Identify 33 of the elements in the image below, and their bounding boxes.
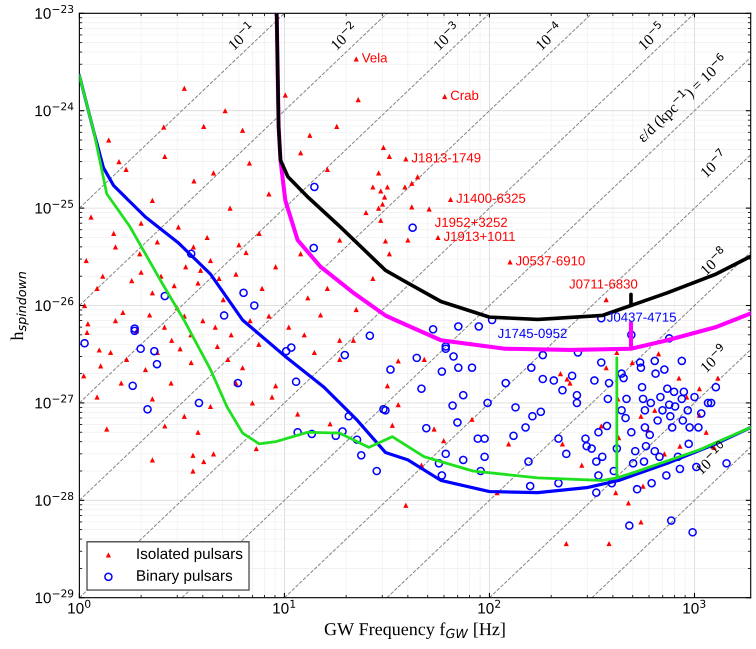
annotation: J0711-6830 (569, 279, 638, 289)
annotation: 10$^{−2}$ (328, 20, 358, 50)
annotation: 10$^{−8}$ (698, 245, 728, 276)
annotation: 10$^{−7}$ (698, 148, 728, 178)
y-tick-label: 10$^{−28}$ (36, 492, 74, 506)
annotation: 10$^{−1}$ (225, 20, 256, 50)
x-axis-title: GW Frequency f$_{GW}$ [Hz] (324, 622, 505, 639)
y-tick-label: 10$^{−24}$ (36, 102, 74, 116)
y-tick-label: 10$^{−26}$ (36, 297, 74, 312)
y-tick-label: 10$^{−23}$ (36, 4, 74, 19)
legend-label: Isolated pulsars (137, 548, 242, 562)
y-tick-label: 10$^{−25}$ (36, 200, 74, 214)
annotation: 10$^{−9}$ (698, 342, 728, 373)
x-tick-label: 10$^{3}$ (683, 600, 706, 614)
annotation: J1400-6325 (456, 194, 526, 203)
annotation: 10$^{−4}$ (532, 20, 564, 50)
annotation: 10$^{−3}$ (430, 20, 461, 50)
x-tick-label: 10$^{1}$ (273, 600, 296, 614)
x-tick-label: 10$^{2}$ (478, 600, 500, 614)
annotation: J1952+3252 (434, 218, 508, 227)
annotation: J1745-0952 (498, 328, 567, 338)
y-tick-label: 10$^{−27}$ (36, 394, 74, 408)
annotation: 10$^{−10}$ (692, 440, 728, 475)
annotation: Vela (362, 52, 388, 62)
y-axis-title: h$_{spindown}$ (10, 272, 29, 340)
annotation: J0537-6910 (516, 256, 585, 266)
annotation: 10$^{−5}$ (635, 20, 666, 50)
annotation: ε/d (kpc$^{−1}$) = 10$^{−6}$ (634, 52, 731, 146)
annotation: J1913+1011 (444, 232, 515, 241)
legend-label: Binary pulsars (137, 570, 232, 584)
annotation: Crab (450, 90, 478, 100)
annotation: J1813-1749 (412, 153, 480, 162)
annotation: J0437-4715 (607, 312, 676, 322)
